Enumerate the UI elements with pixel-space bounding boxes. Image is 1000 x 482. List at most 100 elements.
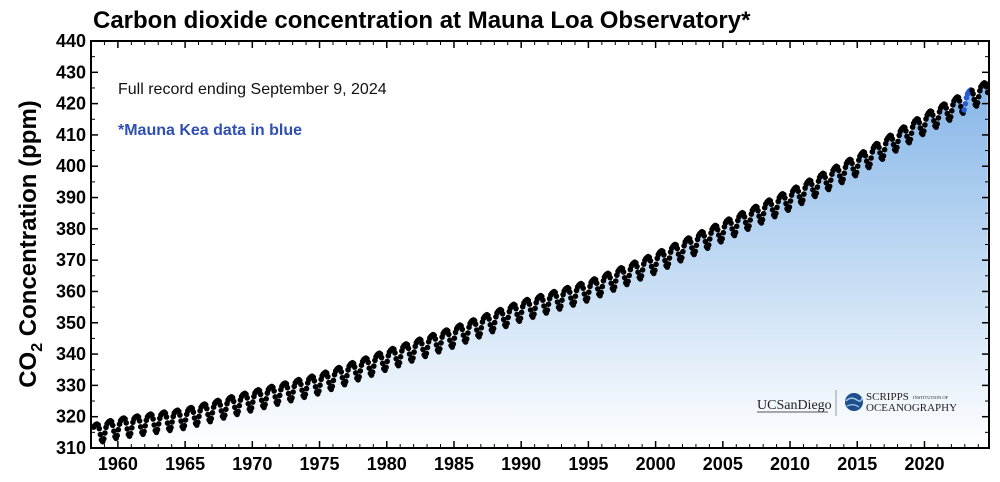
data-point: [639, 267, 646, 273]
data-point: [379, 360, 386, 367]
data-point: [366, 365, 373, 372]
data-point: [223, 406, 229, 413]
data-point: [433, 342, 440, 348]
chart-title: Carbon dioxide concentration at Mauna Lo…: [93, 7, 751, 34]
data-point: [371, 363, 377, 369]
data-point: [889, 136, 896, 142]
data-point: [943, 105, 949, 111]
data-points: [91, 80, 989, 445]
data-point: [782, 195, 788, 201]
data-point: [342, 378, 349, 385]
data-point: [850, 166, 856, 172]
data-point: [773, 210, 779, 217]
data-point: [795, 188, 802, 194]
data-point: [876, 144, 882, 151]
data-point: [182, 417, 189, 423]
data-point: [154, 426, 161, 433]
data-point: [419, 340, 425, 347]
data-point: [970, 91, 976, 97]
data-point: [163, 414, 170, 420]
data-point: [142, 423, 148, 429]
data-point: [339, 374, 346, 381]
data-point: [558, 303, 564, 309]
y-axis-label: CO2 Concentration (ppm): [15, 100, 46, 388]
x-tick-label: 1960: [98, 454, 138, 474]
data-point: [271, 388, 277, 394]
data-point: [800, 197, 806, 203]
data-point: [406, 351, 413, 357]
data-point: [463, 336, 470, 342]
data-point: [956, 98, 963, 104]
data-point: [284, 384, 291, 391]
data-point: [204, 405, 210, 412]
data-point: [527, 307, 534, 313]
data-point: [554, 299, 561, 305]
data-point: [701, 233, 707, 239]
data-point: [760, 210, 767, 217]
data-point: [814, 184, 821, 190]
data-point: [553, 293, 560, 300]
data-point: [164, 420, 171, 426]
data-point: [486, 316, 492, 322]
data-point: [127, 430, 134, 437]
data-point: [693, 242, 700, 249]
data-point: [465, 330, 471, 336]
y-tick-label: 340: [56, 344, 86, 364]
x-tick-label: 2015: [837, 454, 877, 474]
data-point: [500, 316, 507, 323]
data-point: [880, 153, 887, 159]
data-point: [822, 174, 828, 181]
data-point: [344, 372, 350, 379]
data-point: [732, 229, 739, 236]
ucsd-logo: UCSanDiego: [757, 398, 832, 413]
data-point: [835, 167, 842, 174]
data-point: [809, 181, 815, 188]
data-point: [423, 350, 430, 357]
data-point: [729, 226, 735, 232]
data-point: [513, 305, 519, 312]
y-tick-label: 440: [56, 31, 86, 51]
data-point: [396, 359, 403, 366]
data-point: [768, 201, 775, 208]
data-point: [828, 177, 834, 183]
data-point: [438, 340, 444, 346]
data-point: [702, 238, 709, 245]
data-point: [432, 336, 439, 342]
data-point: [531, 311, 537, 317]
data-point: [230, 398, 237, 405]
data-point: [285, 390, 292, 397]
data-point: [532, 305, 538, 312]
data-point: [719, 235, 725, 242]
data-point: [490, 325, 497, 332]
area-fill: [93, 82, 988, 448]
data-point: [688, 239, 694, 245]
data-point: [326, 379, 332, 386]
data-point: [222, 412, 228, 418]
data-point: [263, 396, 270, 402]
data-point: [303, 385, 310, 392]
x-tick-labels: 1960 1965 1970 1975 1980 1985 1990 1995 2000 2005…: [98, 454, 945, 474]
data-point: [541, 303, 547, 309]
data-point: [392, 350, 398, 356]
data-point: [218, 408, 225, 414]
x-tick-label: 1980: [367, 454, 407, 474]
data-point: [151, 422, 157, 428]
data-point: [357, 368, 364, 374]
data-point: [155, 421, 162, 427]
data-point: [191, 415, 198, 421]
data-point: [262, 401, 268, 408]
data-point: [329, 383, 336, 390]
data-point: [177, 412, 183, 418]
data-point: [975, 93, 982, 100]
data-point: [823, 180, 830, 186]
data-point: [115, 426, 122, 433]
data-point: [903, 128, 909, 134]
x-tick-label: 1990: [501, 454, 541, 474]
data-point: [514, 311, 520, 318]
data-point: [840, 176, 846, 183]
data-point: [568, 295, 574, 301]
data-point: [747, 217, 753, 223]
data-point: [424, 344, 431, 351]
data-point: [298, 381, 304, 388]
data-point: [383, 364, 389, 371]
